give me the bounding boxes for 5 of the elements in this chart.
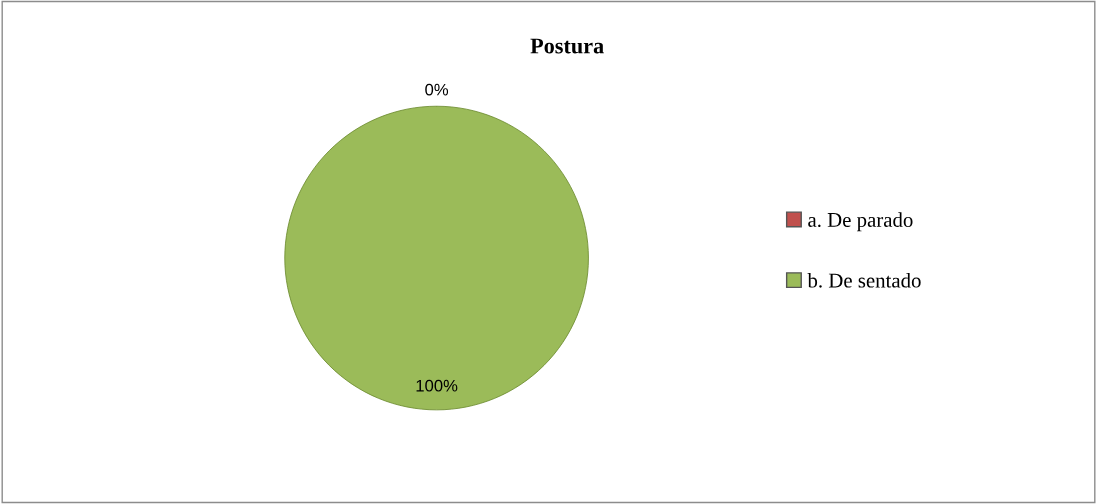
data-label: 100% bbox=[416, 379, 458, 392]
text: 0% bbox=[425, 83, 449, 96]
legend-label: b. De sentado bbox=[807, 272, 921, 288]
chart-title: Postura bbox=[530, 38, 604, 54]
legend-label: a. De parado bbox=[808, 212, 913, 232]
